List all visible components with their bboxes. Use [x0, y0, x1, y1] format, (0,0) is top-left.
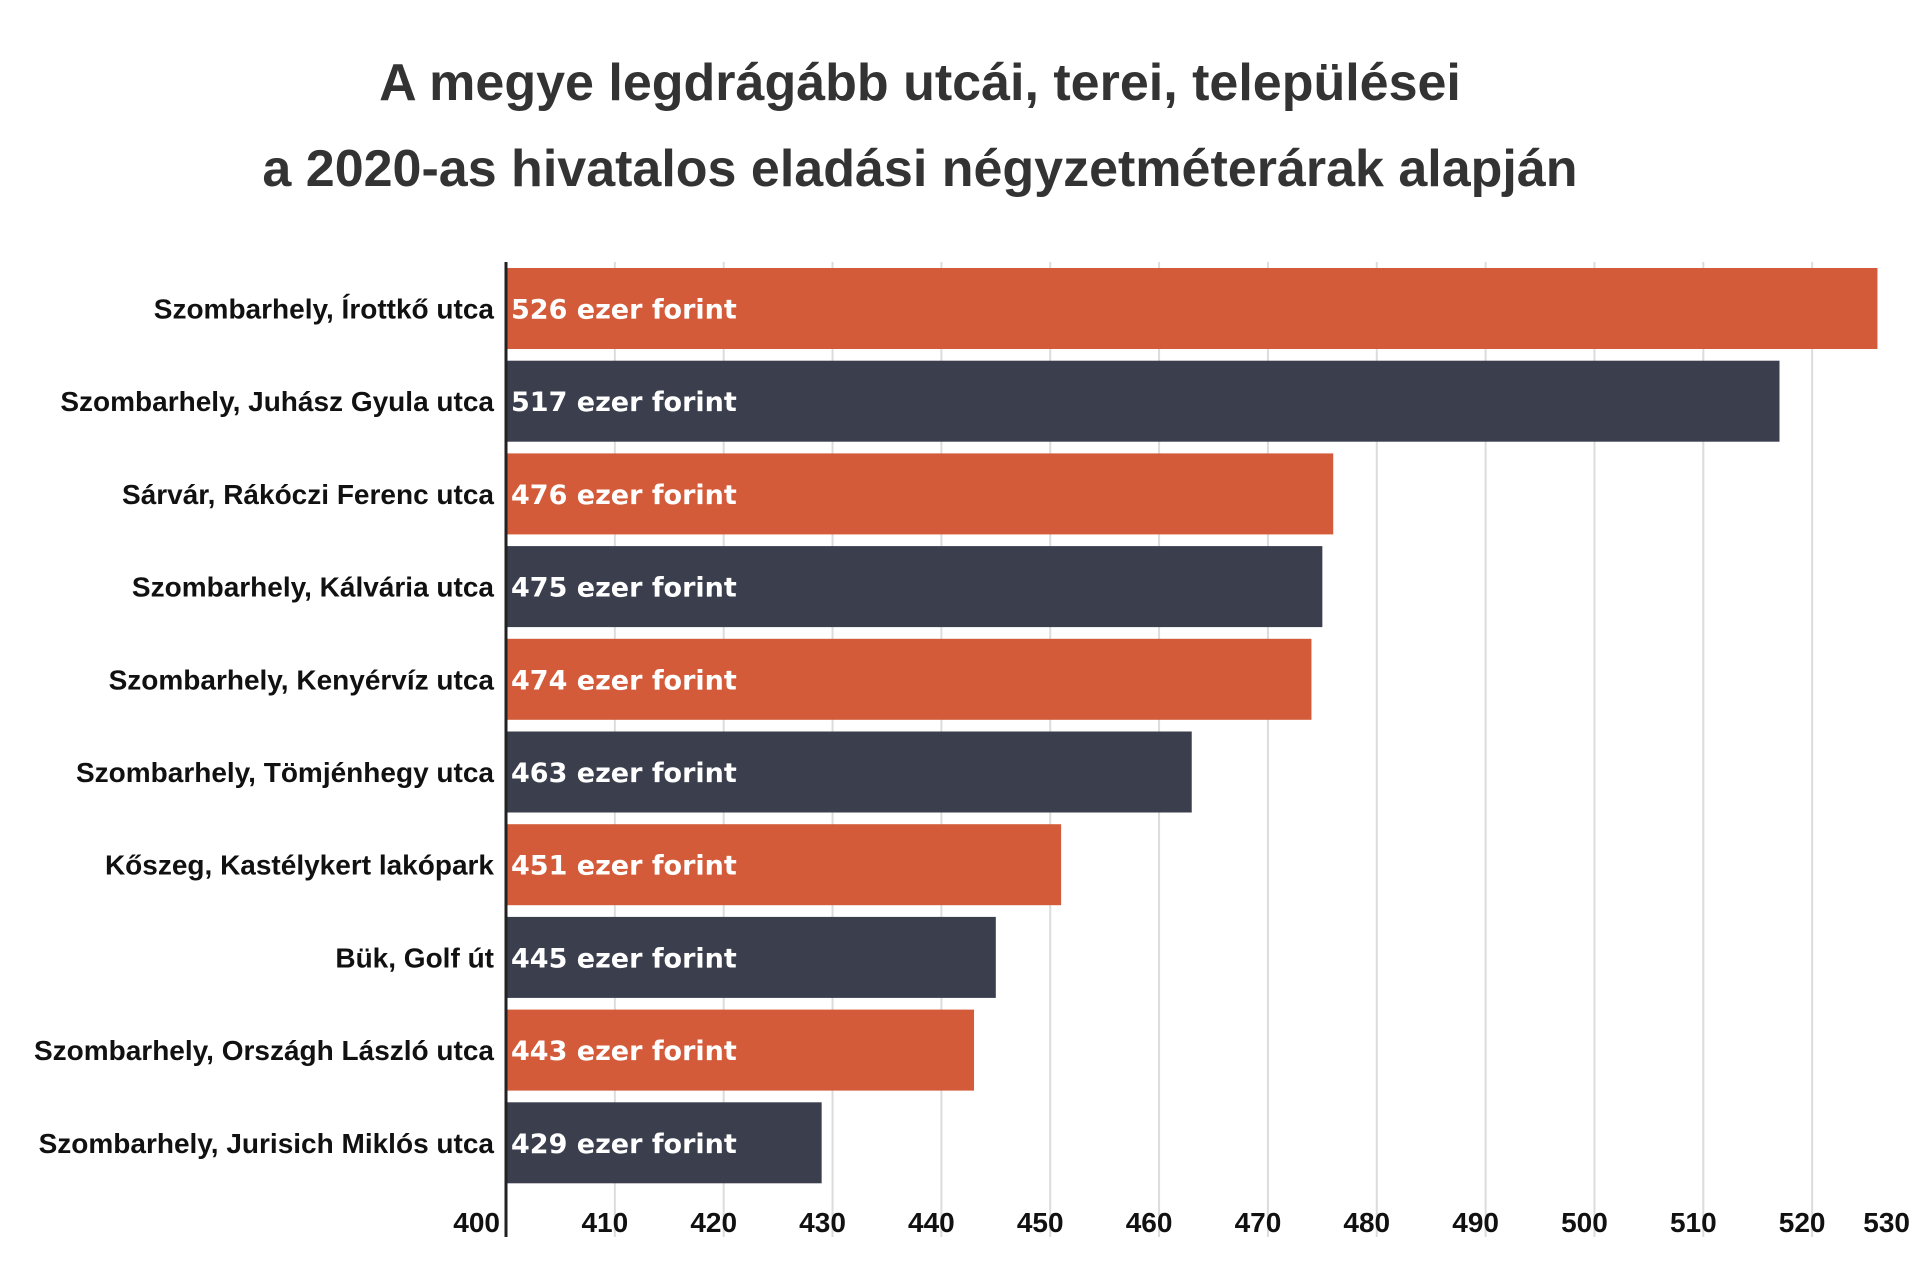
x-tick-label: 500	[1561, 1207, 1608, 1238]
bar	[506, 824, 1062, 906]
title-line-1: A megye legdrágább utcái, terei, települ…	[379, 54, 1461, 112]
data-label: 476 ezer forint	[511, 480, 737, 511]
x-tick-label: 440	[908, 1207, 955, 1238]
x-tick-label: 450	[1017, 1207, 1064, 1238]
x-tick-label: 470	[1235, 1207, 1282, 1238]
data-label: 429 ezer forint	[511, 1129, 737, 1160]
category-label: Szombarhely, Juhász Gyula utca	[60, 386, 494, 417]
bar	[506, 453, 1334, 535]
category-label: Szombarhely, Írottkő utca	[154, 294, 495, 325]
category-label: Szombarhely, Országh László utca	[34, 1035, 494, 1066]
data-label: 517 ezer forint	[511, 387, 737, 418]
category-label: Szombarhely, Kenyérvíz utca	[109, 664, 495, 695]
category-label: Szombarhely, Jurisich Miklós utca	[39, 1128, 495, 1159]
x-tick-label: 520	[1779, 1207, 1826, 1238]
bar	[506, 916, 996, 998]
title-line-2: a 2020-as hivatalos eladási négyzetméter…	[262, 140, 1578, 198]
x-tick-label: 430	[799, 1207, 846, 1238]
x-tick-label: 460	[1126, 1207, 1173, 1238]
x-tick-label: 490	[1452, 1207, 1499, 1238]
category-label: Szombarhely, Tömjénhegy utca	[76, 757, 494, 788]
category-label: Sárvár, Rákóczi Ferenc utca	[122, 479, 494, 510]
bar	[506, 546, 1323, 628]
chart-title: A megye legdrágább utcái, terei, települ…	[0, 40, 1840, 212]
x-tick-label: 510	[1670, 1207, 1717, 1238]
data-label: 526 ezer forint	[511, 295, 737, 326]
bar	[506, 731, 1192, 813]
x-tick-label: 410	[581, 1207, 628, 1238]
category-label: Szombarhely, Kálvária utca	[132, 572, 495, 603]
bar	[506, 360, 1780, 442]
bar	[506, 1102, 822, 1184]
data-label: 451 ezer forint	[511, 851, 737, 882]
bar	[506, 1009, 975, 1091]
bar	[506, 638, 1312, 720]
data-label: 475 ezer forint	[511, 573, 737, 604]
bar	[506, 268, 1878, 349]
x-tick-label: 530	[1863, 1207, 1910, 1238]
data-label: 443 ezer forint	[511, 1036, 737, 1067]
x-tick-label: 400	[453, 1207, 500, 1238]
data-label: 445 ezer forint	[511, 943, 737, 974]
data-label: 463 ezer forint	[511, 758, 737, 789]
category-label: Bük, Golf út	[335, 942, 494, 973]
data-label: 474 ezer forint	[511, 665, 737, 696]
category-label: Kőszeg, Kastélykert lakópark	[105, 850, 494, 881]
x-tick-label: 420	[690, 1207, 737, 1238]
x-tick-label: 480	[1343, 1207, 1390, 1238]
